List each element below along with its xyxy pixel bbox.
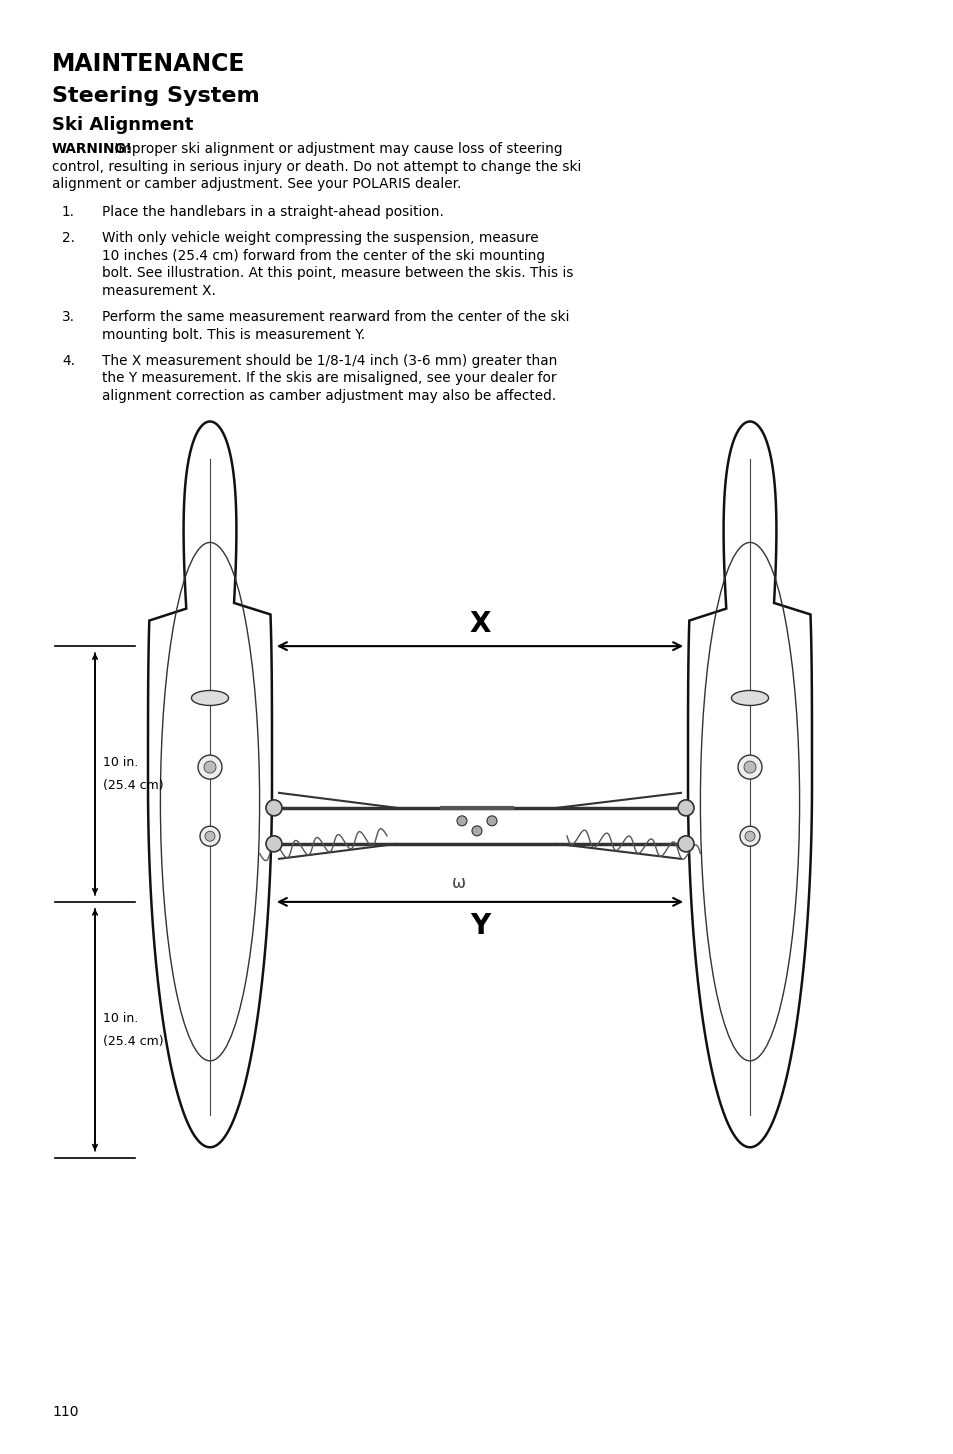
- Text: With only vehicle weight compressing the suspension, measure: With only vehicle weight compressing the…: [102, 231, 538, 246]
- Text: The X measurement should be 1/8-1/4 inch (3-6 mm) greater than: The X measurement should be 1/8-1/4 inch…: [102, 353, 557, 368]
- Text: MAINTENANCE: MAINTENANCE: [52, 52, 245, 76]
- Circle shape: [200, 826, 220, 846]
- Text: Perform the same measurement rearward from the center of the ski: Perform the same measurement rearward fr…: [102, 310, 569, 324]
- Text: Improper ski alignment or adjustment may cause loss of steering: Improper ski alignment or adjustment may…: [110, 142, 562, 156]
- Text: ω: ω: [452, 874, 465, 891]
- Text: 3.: 3.: [62, 310, 75, 324]
- Text: alignment or camber adjustment. See your POLARIS dealer.: alignment or camber adjustment. See your…: [52, 177, 461, 190]
- Circle shape: [266, 836, 282, 852]
- Text: (25.4 cm): (25.4 cm): [103, 1035, 164, 1048]
- Circle shape: [198, 755, 222, 779]
- Circle shape: [744, 832, 754, 842]
- Text: 10 in.: 10 in.: [103, 1012, 138, 1025]
- Text: alignment correction as camber adjustment may also be affected.: alignment correction as camber adjustmen…: [102, 388, 556, 403]
- Circle shape: [266, 800, 282, 816]
- Ellipse shape: [192, 691, 229, 705]
- Text: 10 inches (25.4 cm) forward from the center of the ski mounting: 10 inches (25.4 cm) forward from the cen…: [102, 249, 544, 263]
- Circle shape: [486, 816, 497, 826]
- Text: Y: Y: [470, 912, 490, 939]
- Text: the Y measurement. If the skis are misaligned, see your dealer for: the Y measurement. If the skis are misal…: [102, 371, 556, 385]
- Text: measurement X.: measurement X.: [102, 284, 215, 298]
- Text: 110: 110: [52, 1405, 78, 1419]
- Text: control, resulting in serious injury or death. Do not attempt to change the ski: control, resulting in serious injury or …: [52, 160, 580, 173]
- Text: (25.4 cm): (25.4 cm): [103, 779, 164, 792]
- Text: bolt. See illustration. At this point, measure between the skis. This is: bolt. See illustration. At this point, m…: [102, 266, 573, 281]
- Text: 4.: 4.: [62, 353, 75, 368]
- Circle shape: [740, 826, 760, 846]
- Circle shape: [204, 760, 215, 774]
- Circle shape: [743, 760, 755, 774]
- Text: 2.: 2.: [62, 231, 75, 246]
- Polygon shape: [687, 422, 811, 1147]
- Text: Place the handlebars in a straight-ahead position.: Place the handlebars in a straight-ahead…: [102, 205, 443, 220]
- Text: 1.: 1.: [62, 205, 75, 220]
- Polygon shape: [148, 422, 272, 1147]
- Ellipse shape: [731, 691, 768, 705]
- Circle shape: [678, 800, 693, 816]
- Circle shape: [678, 836, 693, 852]
- Circle shape: [738, 755, 761, 779]
- Circle shape: [205, 832, 214, 842]
- Circle shape: [472, 826, 481, 836]
- Text: 10 in.: 10 in.: [103, 756, 138, 769]
- Text: Steering System: Steering System: [52, 86, 259, 106]
- Text: X: X: [469, 611, 490, 638]
- Circle shape: [456, 816, 467, 826]
- Text: WARNING!: WARNING!: [52, 142, 132, 156]
- Text: mounting bolt. This is measurement Y.: mounting bolt. This is measurement Y.: [102, 327, 365, 342]
- Text: Ski Alignment: Ski Alignment: [52, 116, 193, 134]
